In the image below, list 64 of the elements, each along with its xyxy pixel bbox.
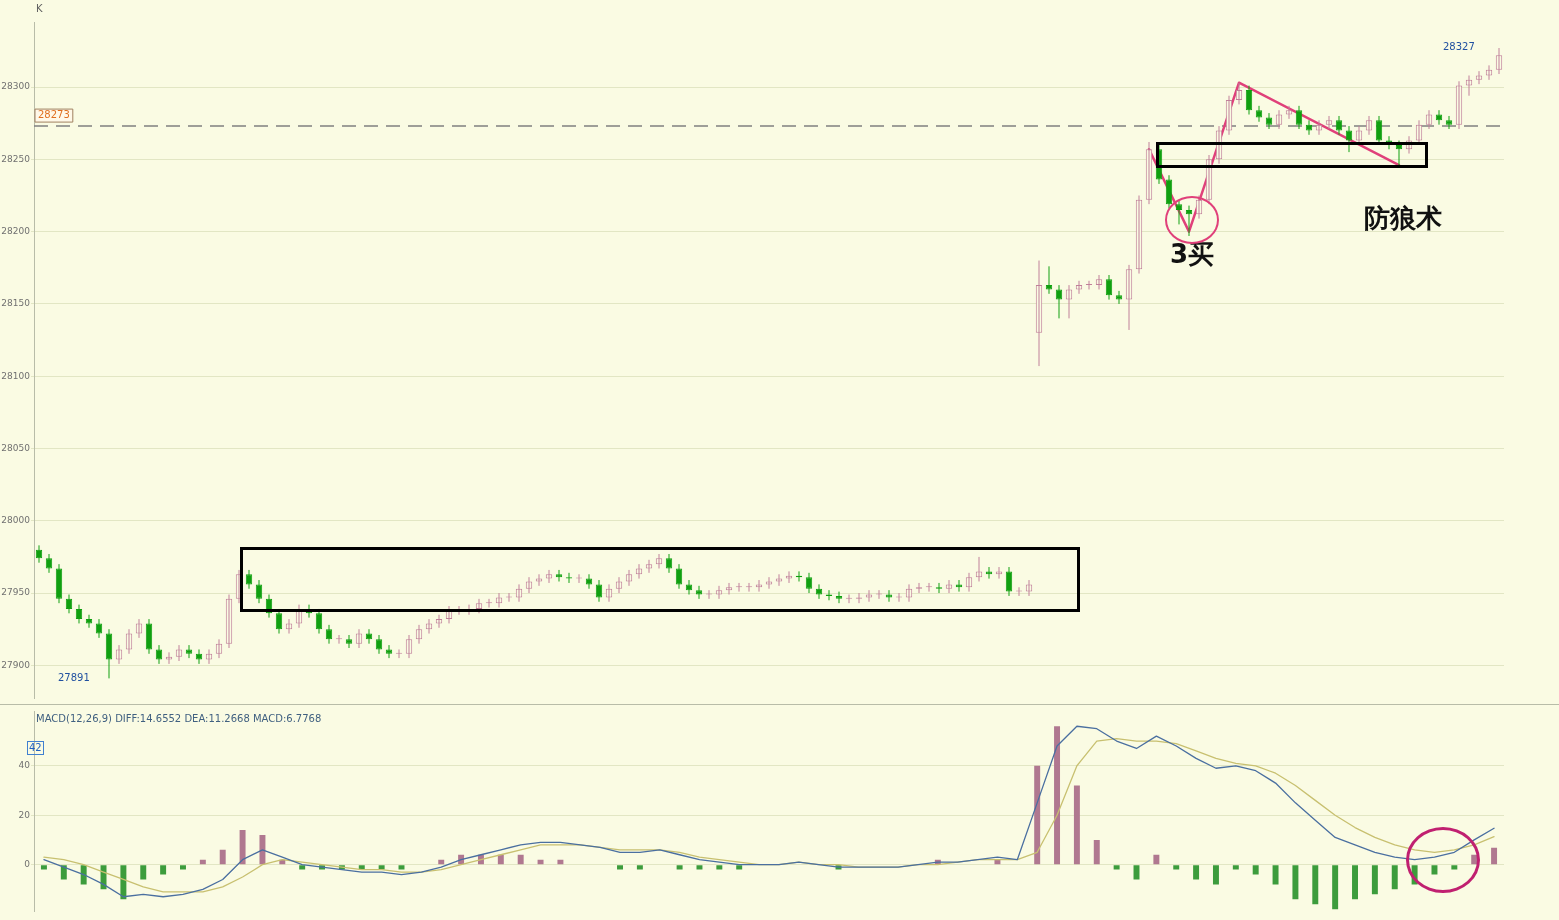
- y-tick-label: 0: [24, 858, 31, 869]
- y-tick-label: 28000: [1, 515, 31, 526]
- bar: [1034, 765, 1041, 865]
- chart-title: MACD(12,26,9) DIFF:14.6552 DEA:11.2668 MACD:6.7768: [36, 712, 322, 724]
- bar: [1332, 865, 1339, 910]
- bar: [617, 865, 623, 870]
- bar: [40, 865, 47, 870]
- bar: [199, 859, 206, 865]
- bar: [736, 865, 743, 870]
- bar: [716, 865, 723, 870]
- bar: [1491, 847, 1498, 865]
- bar: [517, 854, 524, 865]
- y-axis-title: K: [36, 2, 43, 14]
- y-tick-label: 20: [18, 809, 31, 820]
- bar: [1193, 865, 1200, 880]
- bar: [1173, 865, 1180, 870]
- bar: [1113, 865, 1120, 870]
- bar: [1232, 865, 1239, 870]
- bar: [1391, 865, 1398, 890]
- y-tick-label: 28050: [1, 442, 31, 453]
- bar: [1212, 865, 1219, 885]
- bar: [557, 859, 564, 865]
- annotation: 防狼术: [1364, 203, 1442, 234]
- annotation: 27891: [58, 672, 90, 684]
- bar: [676, 865, 683, 870]
- bar: [1272, 865, 1279, 885]
- bar: [1371, 865, 1378, 895]
- y-tick-label: 28300: [1, 81, 31, 92]
- bar: [696, 865, 703, 870]
- bar: [140, 865, 147, 880]
- bar: [1312, 865, 1319, 905]
- bar: [994, 859, 1001, 865]
- bar: [537, 859, 544, 865]
- bar: [1093, 839, 1100, 865]
- y-tick-label: 28150: [1, 298, 31, 309]
- y-tick-label: 27900: [1, 659, 31, 670]
- bar: [180, 865, 186, 870]
- bar: [636, 865, 643, 870]
- annotation: 28327: [1443, 41, 1475, 53]
- bar: [239, 830, 246, 865]
- bar: [497, 854, 504, 865]
- bar: [160, 865, 167, 875]
- ref-line-label: 28273: [38, 109, 70, 121]
- bar: [299, 865, 306, 870]
- annotation: 3买: [1170, 239, 1215, 270]
- bar: [219, 849, 226, 865]
- bar: [1252, 865, 1259, 875]
- bar: [1153, 854, 1160, 865]
- bar: [1352, 865, 1358, 900]
- bar: [398, 865, 405, 870]
- annotation: 42: [27, 741, 44, 755]
- bar: [120, 865, 127, 900]
- bar: [1451, 865, 1458, 870]
- y-tick-label: 28200: [1, 225, 31, 236]
- bar: [438, 859, 445, 865]
- y-tick-label: 27950: [1, 587, 31, 598]
- bar: [1054, 726, 1061, 865]
- y-tick-label: 28250: [1, 153, 31, 164]
- bar: [1431, 865, 1438, 875]
- bar: [1292, 865, 1299, 900]
- y-tick-label: 28100: [1, 370, 31, 381]
- y-tick-label: 40: [18, 760, 31, 771]
- bar: [1073, 785, 1080, 865]
- bar: [259, 834, 266, 865]
